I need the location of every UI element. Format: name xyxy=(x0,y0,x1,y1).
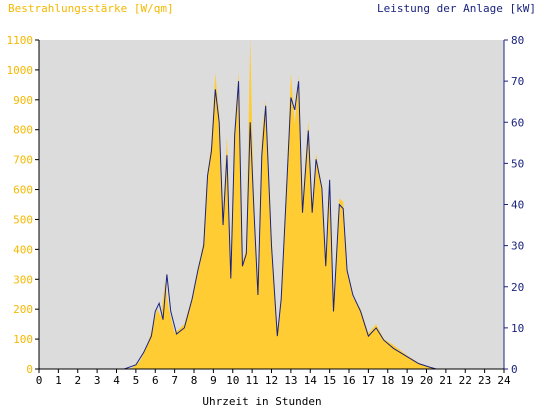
left-tick-label: 100 xyxy=(13,333,33,346)
left-tick-label: 700 xyxy=(13,154,33,167)
left-tick-label: 0 xyxy=(26,363,33,376)
x-tick-label: 3 xyxy=(94,374,101,387)
right-axis-title: Leistung der Anlage [kW] xyxy=(377,2,536,15)
left-tick-label: 600 xyxy=(13,184,33,197)
right-tick-label: 70 xyxy=(511,75,524,88)
x-tick-label: 24 xyxy=(497,374,511,387)
right-tick-label: 30 xyxy=(511,240,524,253)
x-tick-label: 22 xyxy=(459,374,472,387)
left-axis-ticks: 0 100 200 300 400 500 600 700 800 900 1000 1100 xyxy=(7,34,39,376)
x-tick-label: 15 xyxy=(323,374,336,387)
left-tick-label: 300 xyxy=(13,273,33,286)
power-line xyxy=(39,81,504,370)
right-tick-label: 80 xyxy=(511,34,524,47)
right-tick-label: 20 xyxy=(511,281,524,294)
x-tick-label: 0 xyxy=(36,374,43,387)
right-tick-label: 0 xyxy=(511,363,518,376)
x-tick-label: 5 xyxy=(133,374,140,387)
irradiance-area xyxy=(39,37,504,369)
x-tick-label: 6 xyxy=(152,374,159,387)
x-tick-label: 12 xyxy=(265,374,278,387)
x-tick-label: 8 xyxy=(191,374,198,387)
right-axis-ticks: 0 10 20 30 40 50 60 70 80 xyxy=(504,34,524,376)
x-tick-label: 13 xyxy=(284,374,297,387)
x-tick-label: 9 xyxy=(210,374,217,387)
left-tick-label: 500 xyxy=(13,213,33,226)
x-tick-label: 14 xyxy=(304,374,318,387)
x-tick-label: 7 xyxy=(171,374,178,387)
x-tick-label: 18 xyxy=(381,374,394,387)
left-tick-label: 1000 xyxy=(7,64,34,77)
x-axis-title: Uhrzeit in Stunden xyxy=(202,395,321,408)
left-axis-title: Bestrahlungsstärke [W/qm] xyxy=(8,2,174,15)
right-tick-label: 40 xyxy=(511,199,524,212)
x-tick-label: 4 xyxy=(113,374,120,387)
x-tick-label: 1 xyxy=(55,374,62,387)
left-tick-label: 400 xyxy=(13,243,33,256)
x-tick-label: 17 xyxy=(362,374,375,387)
right-tick-label: 60 xyxy=(511,116,524,129)
x-tick-label: 23 xyxy=(478,374,491,387)
left-tick-label: 1100 xyxy=(7,34,34,47)
x-tick-label: 20 xyxy=(420,374,433,387)
x-tick-label: 11 xyxy=(246,374,259,387)
x-tick-label: 16 xyxy=(342,374,355,387)
x-tick-label: 2 xyxy=(74,374,81,387)
x-tick-label: 19 xyxy=(401,374,414,387)
left-tick-label: 200 xyxy=(13,303,33,316)
x-tick-label: 21 xyxy=(439,374,452,387)
x-tick-label: 10 xyxy=(226,374,239,387)
left-tick-label: 900 xyxy=(13,94,33,107)
right-tick-label: 10 xyxy=(511,322,524,335)
left-tick-label: 800 xyxy=(13,124,33,137)
x-axis-ticks: 0 1 2 3 4 5 6 7 8 9 10 11 12 13 14 15 16 17 18 19 20 21 22 23 24 xyxy=(36,369,511,387)
right-tick-label: 50 xyxy=(511,157,524,170)
